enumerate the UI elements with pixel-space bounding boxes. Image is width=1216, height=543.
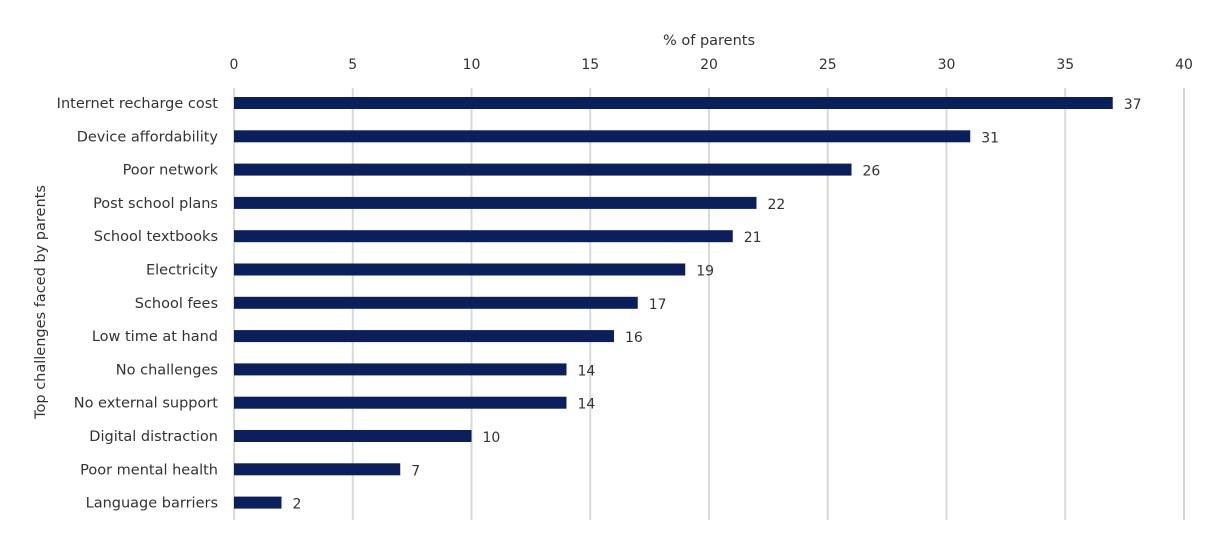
category-label: Digital distraction (89, 429, 218, 445)
category-label: No external support (74, 396, 219, 412)
data-label: 2 (293, 497, 302, 513)
category-label: Language barriers (86, 496, 218, 512)
category-label: Low time at hand (92, 329, 218, 345)
bar (234, 97, 1113, 109)
bar (234, 496, 282, 509)
bar (234, 230, 733, 243)
data-label: 10 (483, 430, 501, 446)
data-label: 31 (981, 130, 999, 146)
category-labels: Internet recharge cost Device affordabili… (57, 96, 219, 512)
category-label: School textbooks (94, 229, 218, 245)
data-label: 14 (578, 363, 596, 379)
x-tick-labels: 0 5 10 15 20 25 30 35 40 (230, 57, 1193, 73)
category-label: Poor mental health (80, 462, 218, 478)
category-label: Post school plans (93, 196, 218, 212)
bar (234, 396, 567, 409)
x-tick-label: 10 (463, 57, 481, 73)
x-axis-title: % of parents (663, 33, 755, 49)
data-label: 37 (1124, 97, 1142, 113)
x-tick-label: 35 (1056, 57, 1074, 73)
y-axis-title: Top challenges faced by parents (33, 185, 49, 420)
value-labels: 37 31 26 22 21 19 17 16 14 14 10 7 2 (293, 97, 1142, 513)
data-label: 26 (863, 164, 881, 180)
data-label: 21 (744, 230, 762, 246)
x-tick-label: 0 (230, 57, 239, 73)
x-tick-label: 5 (348, 57, 357, 73)
data-label: 14 (578, 397, 596, 413)
data-label: 7 (411, 463, 420, 479)
category-label: Device affordability (77, 129, 219, 145)
bar (234, 330, 614, 343)
data-label: 19 (696, 264, 714, 280)
bar (234, 163, 852, 176)
bar (234, 363, 567, 376)
category-label: Poor network (123, 163, 219, 179)
bar (234, 430, 472, 442)
category-label: School fees (135, 296, 218, 312)
data-label: 22 (768, 197, 786, 213)
category-label: Electricity (146, 263, 218, 279)
bars (234, 97, 1113, 509)
gridlines (233, 88, 1185, 520)
bar (234, 196, 757, 209)
data-label: 16 (625, 330, 643, 346)
x-tick-label: 15 (581, 57, 599, 73)
category-label: Internet recharge cost (57, 96, 219, 112)
bar (234, 296, 638, 309)
data-label: 17 (649, 297, 667, 313)
x-tick-label: 25 (819, 57, 837, 73)
x-tick-label: 20 (700, 57, 718, 73)
category-label: No challenges (116, 362, 218, 378)
bar (234, 263, 686, 276)
bar (234, 463, 401, 476)
bar (234, 130, 971, 143)
x-tick-label: 40 (1175, 57, 1193, 73)
x-tick-label: 30 (938, 57, 956, 73)
